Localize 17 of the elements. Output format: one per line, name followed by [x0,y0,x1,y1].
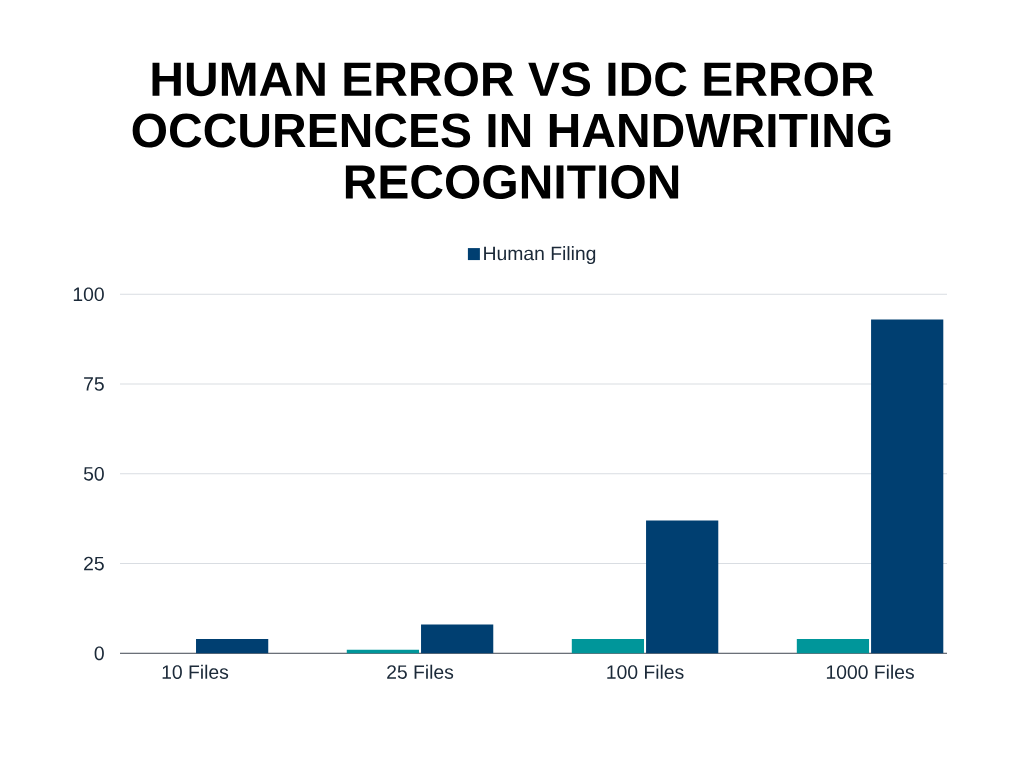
bar [196,638,269,654]
x-tick-label: 100 Files [607,664,684,679]
y-tick-label: 50 [83,466,104,481]
legend-label: Human Filing [484,246,596,265]
y-tick-label: 100 [73,287,104,302]
bar [871,319,944,654]
x-tick-label: 25 Files [387,664,454,679]
chart-title: HUMAN ERROR VS IDC ERROR OCCURENCES IN HANDWRITING RECOGNITION [132,62,891,199]
y-tick-label: 25 [84,556,104,571]
bar [571,638,645,654]
x-tick-label: 1000 Files [826,664,914,679]
y-tick-label: 0 [94,646,104,661]
bar [796,638,870,654]
y-tick-label: 75 [84,377,104,391]
x-tick-label: 10 Files [162,664,229,679]
bar [421,624,494,654]
bar [646,520,719,654]
